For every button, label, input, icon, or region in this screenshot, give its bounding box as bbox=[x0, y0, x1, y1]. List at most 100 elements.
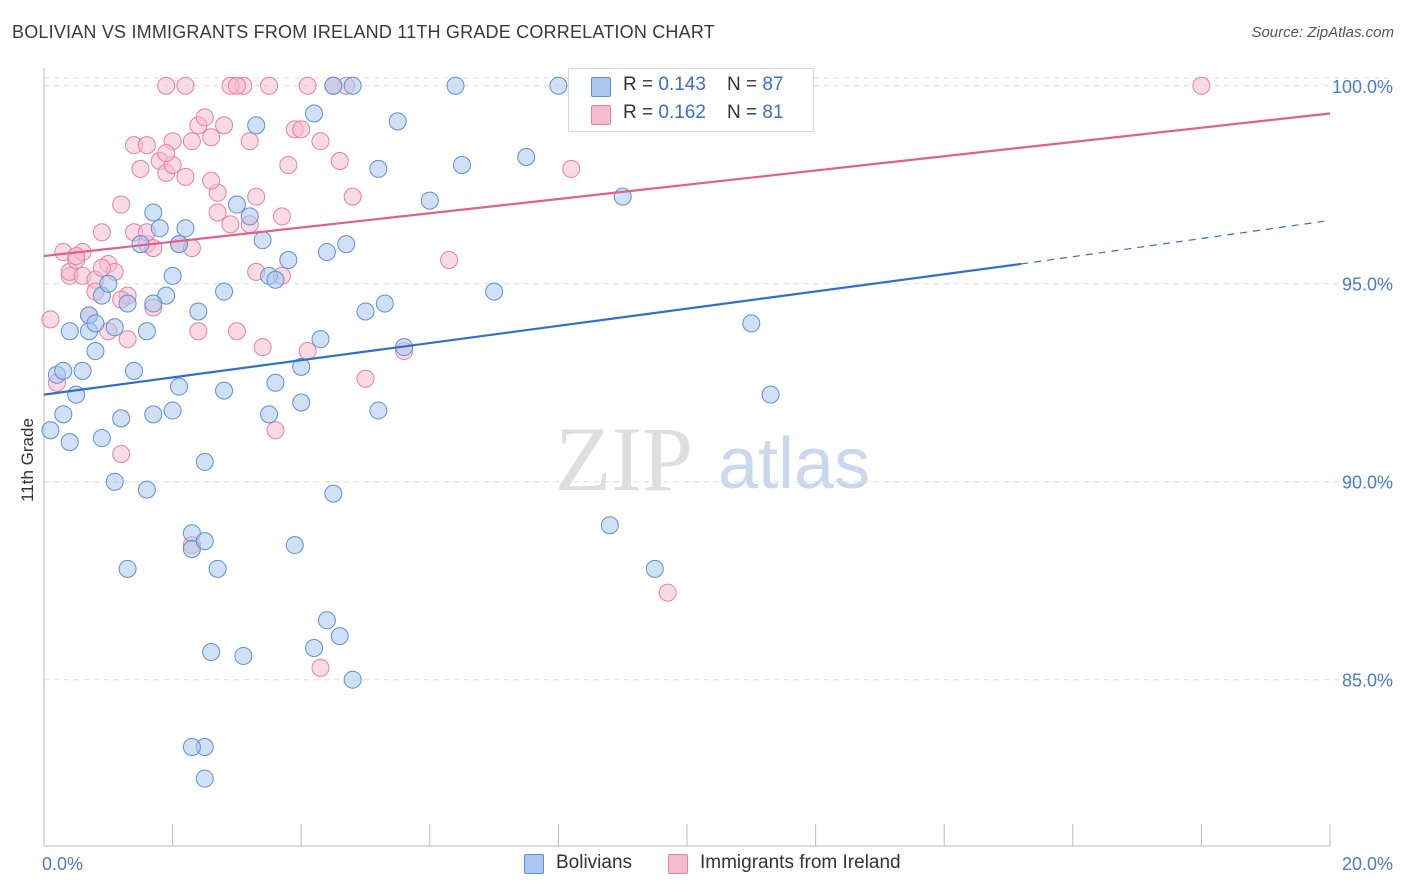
ireland-point bbox=[176, 167, 195, 186]
bolivians-point bbox=[60, 322, 79, 341]
bolivians-point bbox=[215, 381, 234, 400]
bolivians-point bbox=[253, 231, 272, 250]
bolivians-point bbox=[41, 421, 60, 440]
bolivians-point bbox=[92, 429, 111, 448]
bottom-legend-swatch-blue bbox=[524, 854, 544, 874]
y-axis-label: 11th Grade bbox=[18, 418, 37, 502]
ireland-point bbox=[41, 310, 60, 329]
bolivians-point bbox=[375, 294, 394, 313]
legend-n-value: 81 bbox=[762, 102, 784, 123]
bolivians-point bbox=[86, 342, 105, 361]
ireland-point bbox=[118, 330, 137, 349]
bolivians-point bbox=[260, 405, 279, 424]
ireland-point bbox=[1192, 76, 1211, 95]
ireland-point bbox=[279, 155, 298, 174]
bottom-legend-swatch-pink bbox=[668, 854, 688, 874]
bolivians-point bbox=[182, 540, 201, 559]
bottom-legend-label: Bolivians bbox=[556, 852, 633, 873]
ireland-point bbox=[202, 128, 221, 147]
bolivians-point bbox=[112, 409, 131, 428]
watermark-atlas: atlas bbox=[718, 424, 870, 504]
bolivians-point bbox=[105, 318, 124, 337]
bolivians-point bbox=[311, 330, 330, 349]
bolivians-point bbox=[330, 627, 349, 646]
bolivians-point bbox=[317, 243, 336, 262]
bolivians-point bbox=[54, 361, 73, 380]
ireland-point bbox=[202, 171, 221, 190]
bolivians-point bbox=[446, 76, 465, 95]
ireland-point bbox=[272, 207, 291, 226]
bolivians-point bbox=[285, 536, 304, 555]
ireland-point bbox=[330, 151, 349, 170]
ireland-point bbox=[157, 144, 176, 163]
bolivians-point bbox=[388, 112, 407, 131]
ireland-point bbox=[298, 342, 317, 361]
bolivians-point bbox=[105, 472, 124, 491]
ireland-point bbox=[182, 132, 201, 151]
bolivians-point bbox=[144, 203, 163, 222]
ireland-point bbox=[92, 258, 111, 277]
bolivians-point bbox=[234, 646, 253, 665]
bolivians-point bbox=[195, 532, 214, 551]
chart-title: BOLIVIAN VS IMMIGRANTS FROM IRELAND 11TH… bbox=[12, 22, 715, 42]
ireland-point bbox=[137, 136, 156, 155]
ireland-point bbox=[260, 76, 279, 95]
ireland-point bbox=[562, 159, 581, 178]
ireland-point bbox=[157, 76, 176, 95]
bolivians-point bbox=[324, 76, 343, 95]
y-tick-label: 85.0% bbox=[1342, 671, 1393, 691]
ireland-point bbox=[195, 108, 214, 127]
ireland-point bbox=[215, 116, 234, 135]
bolivians-point bbox=[343, 76, 362, 95]
ireland-point bbox=[311, 658, 330, 677]
bolivians-point bbox=[600, 516, 619, 535]
legend-r-value: 0.162 bbox=[658, 102, 706, 123]
legend-n-label: N = bbox=[727, 102, 763, 123]
ireland-point bbox=[440, 250, 459, 269]
bolivians-point bbox=[420, 191, 439, 210]
bottom-legend-label: Immigrants from Ireland bbox=[700, 852, 901, 873]
axes bbox=[43, 68, 1331, 847]
ireland-point bbox=[176, 76, 195, 95]
bolivians-point bbox=[73, 361, 92, 380]
bolivians-point bbox=[54, 405, 73, 424]
bolivians-point bbox=[195, 452, 214, 471]
legend-n-value: 87 bbox=[762, 74, 784, 95]
bolivians-point bbox=[86, 314, 105, 333]
bolivians-point bbox=[125, 361, 144, 380]
bolivians-point bbox=[118, 294, 137, 313]
legend-r-label: R = bbox=[623, 74, 659, 95]
bolivians-point bbox=[292, 393, 311, 412]
trend-lines bbox=[43, 112, 1331, 396]
bolivians-point bbox=[761, 385, 780, 404]
bolivians-point bbox=[452, 155, 471, 174]
bolivians-point bbox=[247, 116, 266, 135]
bolivians-point bbox=[150, 219, 169, 238]
y-tick-label: 95.0% bbox=[1342, 275, 1393, 295]
bolivians-point bbox=[137, 480, 156, 499]
legend-swatch-pink bbox=[591, 105, 611, 125]
x-tick-label: 20.0% bbox=[1342, 854, 1393, 874]
legend-r-value: 0.143 bbox=[658, 74, 706, 95]
ireland-point bbox=[208, 203, 227, 222]
ireland-point bbox=[67, 247, 86, 266]
bolivians-point bbox=[305, 639, 324, 658]
bolivians-trend-line bbox=[43, 262, 1022, 396]
series-bolivians-points bbox=[41, 76, 780, 788]
ireland-point bbox=[92, 223, 111, 242]
bolivians-point bbox=[292, 357, 311, 376]
bolivians-point bbox=[305, 104, 324, 123]
bolivians-point bbox=[176, 219, 195, 238]
bolivians-point bbox=[549, 76, 568, 95]
watermark-zip: ZIP bbox=[555, 408, 693, 510]
ireland-trend-line bbox=[43, 112, 1331, 258]
bolivians-point bbox=[317, 611, 336, 630]
bolivians-point bbox=[208, 559, 227, 578]
bolivians-point bbox=[266, 270, 285, 289]
bolivians-point bbox=[645, 559, 664, 578]
legend-r-label: R = bbox=[623, 102, 659, 123]
legend-n-label: N = bbox=[727, 74, 763, 95]
bolivians-point bbox=[170, 377, 189, 396]
watermark: ZIP atlas bbox=[555, 408, 870, 510]
